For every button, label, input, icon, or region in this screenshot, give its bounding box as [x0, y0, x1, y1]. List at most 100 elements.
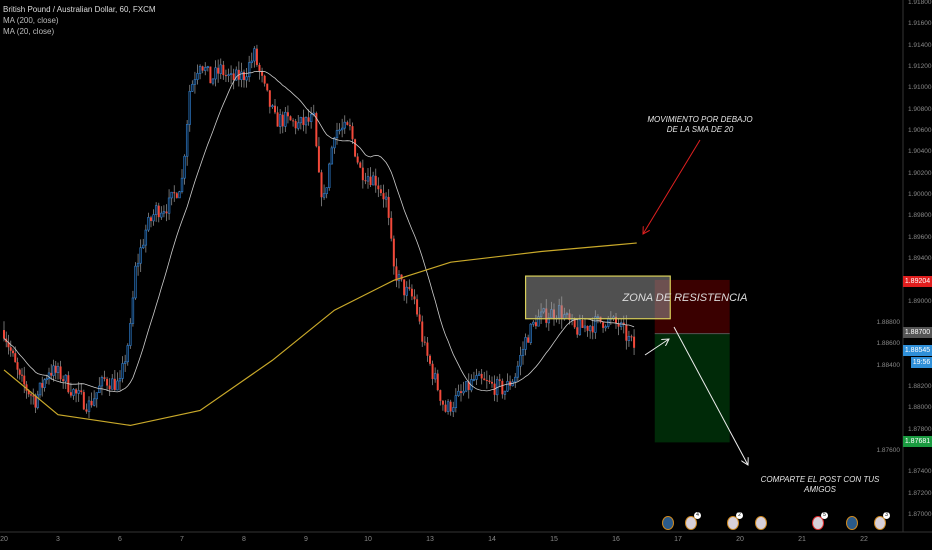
- candle-body-down: [157, 205, 160, 218]
- candle: [509, 375, 512, 390]
- candle: [328, 162, 331, 191]
- candle: [80, 383, 83, 395]
- uk-flag-event-icon[interactable]: 3: [874, 512, 890, 530]
- candle-body-up: [335, 130, 339, 139]
- candle-body-down: [379, 189, 382, 194]
- candle-body-up: [503, 390, 507, 395]
- candle-body-down: [346, 122, 349, 125]
- candle: [379, 184, 382, 196]
- candle-body-down: [263, 75, 266, 84]
- red-arrow: [643, 139, 701, 234]
- candle: [423, 336, 426, 346]
- candle: [211, 78, 215, 86]
- candle: [583, 318, 587, 333]
- candle: [271, 104, 274, 109]
- candle-body-up: [405, 286, 408, 296]
- candle: [410, 284, 413, 301]
- candle: [477, 371, 481, 376]
- candle-body-up: [325, 187, 328, 195]
- candle-body-up: [160, 212, 163, 218]
- candle: [196, 64, 199, 85]
- candle: [274, 99, 276, 115]
- take-profit-zone: [654, 333, 730, 443]
- candle: [139, 239, 142, 273]
- candle: [85, 403, 88, 414]
- candle-body-up: [454, 395, 458, 408]
- x-tick-label: 16: [612, 536, 620, 543]
- candle: [354, 138, 357, 158]
- indicator-ma20[interactable]: MA (20, close): [3, 27, 55, 36]
- last-price-badge: 1.88545: [903, 345, 932, 356]
- candle-body-up: [330, 147, 334, 165]
- candle: [361, 159, 364, 189]
- uk-flag-event-icon[interactable]: [755, 516, 767, 530]
- candle-body-up: [188, 91, 191, 125]
- candle-body-down: [315, 113, 318, 147]
- candle: [266, 83, 269, 92]
- candle-body-down: [359, 162, 362, 168]
- candle: [157, 202, 160, 223]
- candle-body-down: [436, 373, 439, 391]
- candle: [633, 329, 636, 355]
- candle-body-down: [421, 321, 424, 342]
- candle: [364, 172, 367, 185]
- candle-body-up: [131, 297, 135, 324]
- white-arrow-up: [644, 339, 669, 356]
- candle: [150, 215, 152, 228]
- candle: [392, 235, 395, 275]
- candle-body-down: [439, 390, 442, 401]
- candle-body-down: [622, 322, 625, 325]
- candle: [418, 307, 421, 325]
- candle-body-up: [219, 64, 222, 74]
- candle: [240, 62, 243, 88]
- candle: [23, 366, 26, 394]
- y-tick-label: 1.90800: [908, 105, 932, 113]
- candle: [243, 69, 245, 88]
- candle-body-down: [630, 336, 633, 338]
- y-tick-label: 1.89800: [908, 212, 932, 220]
- symbol-title[interactable]: British Pound / Australian Dollar, 60, F…: [3, 5, 156, 14]
- candle-body-down: [243, 71, 245, 81]
- candle: [281, 111, 284, 134]
- candle-body-down: [103, 377, 106, 379]
- candle: [167, 189, 171, 220]
- candle-body-down: [173, 192, 176, 194]
- candle: [602, 321, 605, 333]
- sma-note: MOVIMIENTO POR DEBAJO DE LA SMA DE 20: [630, 115, 770, 135]
- candle: [170, 191, 173, 206]
- candle-body-down: [534, 322, 537, 327]
- candle: [630, 334, 633, 342]
- candle: [64, 374, 67, 390]
- candle: [299, 116, 303, 130]
- candle-body-up: [532, 321, 535, 325]
- candle-body-up: [619, 322, 623, 327]
- candle-body-down: [3, 330, 5, 339]
- candle: [488, 375, 491, 385]
- candle-body-down: [302, 117, 305, 125]
- candle: [95, 392, 98, 408]
- candle: [152, 209, 155, 226]
- candle: [75, 388, 78, 403]
- candle: [108, 378, 111, 397]
- candle: [45, 375, 48, 384]
- candle-body-down: [217, 67, 220, 74]
- candle-body-down: [633, 336, 636, 348]
- candle-body-down: [485, 380, 488, 382]
- candle: [198, 64, 202, 80]
- australia-flag-event-icon[interactable]: [846, 516, 858, 530]
- australia-flag-event-icon[interactable]: [662, 516, 674, 530]
- uk-flag-event-icon[interactable]: 5: [812, 512, 828, 530]
- candle: [59, 360, 62, 383]
- candle: [294, 118, 297, 135]
- candle: [359, 161, 362, 169]
- candle: [444, 400, 447, 413]
- uk-flag-event-icon[interactable]: 2: [727, 512, 743, 530]
- uk-flag-event-icon[interactable]: 4: [685, 512, 701, 530]
- candle-body-up: [36, 394, 39, 408]
- candle: [173, 185, 176, 202]
- candle-body-up: [129, 323, 132, 346]
- candle-body-up: [126, 345, 129, 363]
- candle: [454, 388, 458, 413]
- indicator-ma200[interactable]: MA (200, close): [3, 16, 59, 25]
